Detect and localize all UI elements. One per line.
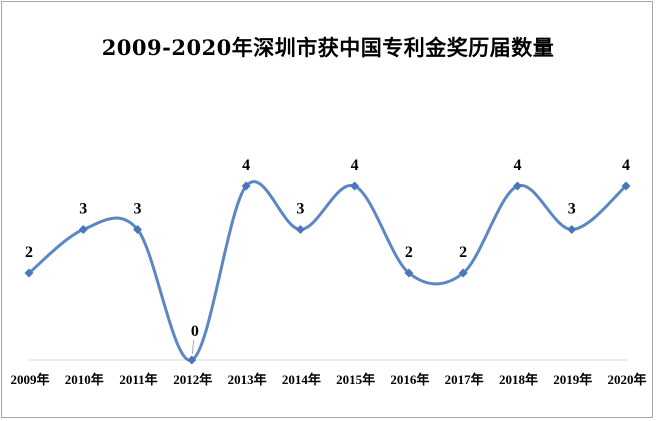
data-point-marker xyxy=(241,181,251,191)
data-label: 4 xyxy=(351,157,359,174)
data-label: 4 xyxy=(242,157,250,174)
x-tick-label: 2014年 xyxy=(282,372,321,387)
x-tick-label: 2016年 xyxy=(390,372,429,387)
data-point-marker xyxy=(133,225,143,234)
x-tick-label: 2013年 xyxy=(228,372,267,387)
x-tick-label: 2011年 xyxy=(119,372,157,387)
data-label: 3 xyxy=(568,201,576,218)
data-point-marker xyxy=(78,225,88,234)
data-label: 4 xyxy=(513,157,521,174)
markers xyxy=(24,181,631,365)
data-labels: 2 3 3 0 4 3 4 2 2 4 3 4 xyxy=(25,157,630,355)
x-tick-label: 2010年 xyxy=(65,372,104,387)
x-tick-label: 2020年 xyxy=(607,372,646,387)
data-point-marker xyxy=(24,268,34,278)
data-label: 2 xyxy=(459,244,467,261)
chart-title: 2009-2020年深圳市获中国专利金奖历届数量 xyxy=(101,35,555,60)
data-point-marker xyxy=(187,355,197,365)
data-point-marker xyxy=(404,268,414,278)
data-point-marker xyxy=(512,181,522,191)
x-tick-label: 2018年 xyxy=(499,372,538,387)
data-label: 2 xyxy=(25,244,33,261)
x-tick-label: 2012年 xyxy=(173,372,212,387)
x-tick-label: 2017年 xyxy=(445,372,484,387)
data-point-marker xyxy=(350,181,360,191)
data-label: 2 xyxy=(405,244,413,261)
data-point-marker xyxy=(567,225,577,234)
x-tick-label: 2009年 xyxy=(10,372,49,387)
series-line xyxy=(28,180,628,362)
data-point-marker xyxy=(621,181,631,191)
data-label: 0 xyxy=(191,323,199,340)
data-label: 3 xyxy=(296,201,304,218)
data-label: 3 xyxy=(79,201,87,218)
x-tick-labels: 2009年 2010年 2011年 2012年 2013年 2014年 2015年 2016年… xyxy=(10,372,646,387)
data-label: 3 xyxy=(134,201,142,218)
x-tick-label: 2015年 xyxy=(336,372,375,387)
x-tick-label: 2019年 xyxy=(553,372,592,387)
data-point-marker xyxy=(458,268,468,278)
data-label-leader-line xyxy=(191,339,195,355)
data-point-marker xyxy=(295,225,305,234)
data-label: 4 xyxy=(622,157,630,174)
